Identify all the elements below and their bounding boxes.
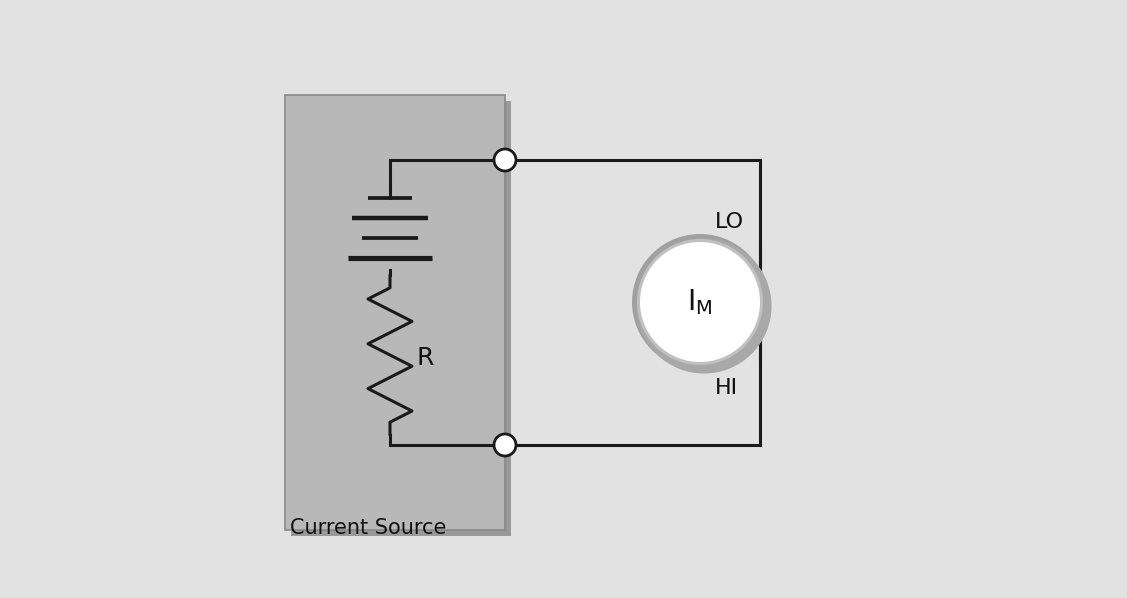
Text: LO: LO xyxy=(715,212,744,232)
Text: R: R xyxy=(416,346,434,370)
Text: Current Source: Current Source xyxy=(290,518,446,538)
Circle shape xyxy=(640,242,760,362)
Text: HI: HI xyxy=(715,378,738,398)
Circle shape xyxy=(632,234,767,370)
FancyBboxPatch shape xyxy=(291,101,511,536)
Text: I$_\mathrm{M}$: I$_\mathrm{M}$ xyxy=(687,287,712,317)
Circle shape xyxy=(637,239,763,365)
Circle shape xyxy=(494,434,516,456)
Circle shape xyxy=(642,244,758,360)
Circle shape xyxy=(494,149,516,171)
FancyBboxPatch shape xyxy=(285,95,505,530)
